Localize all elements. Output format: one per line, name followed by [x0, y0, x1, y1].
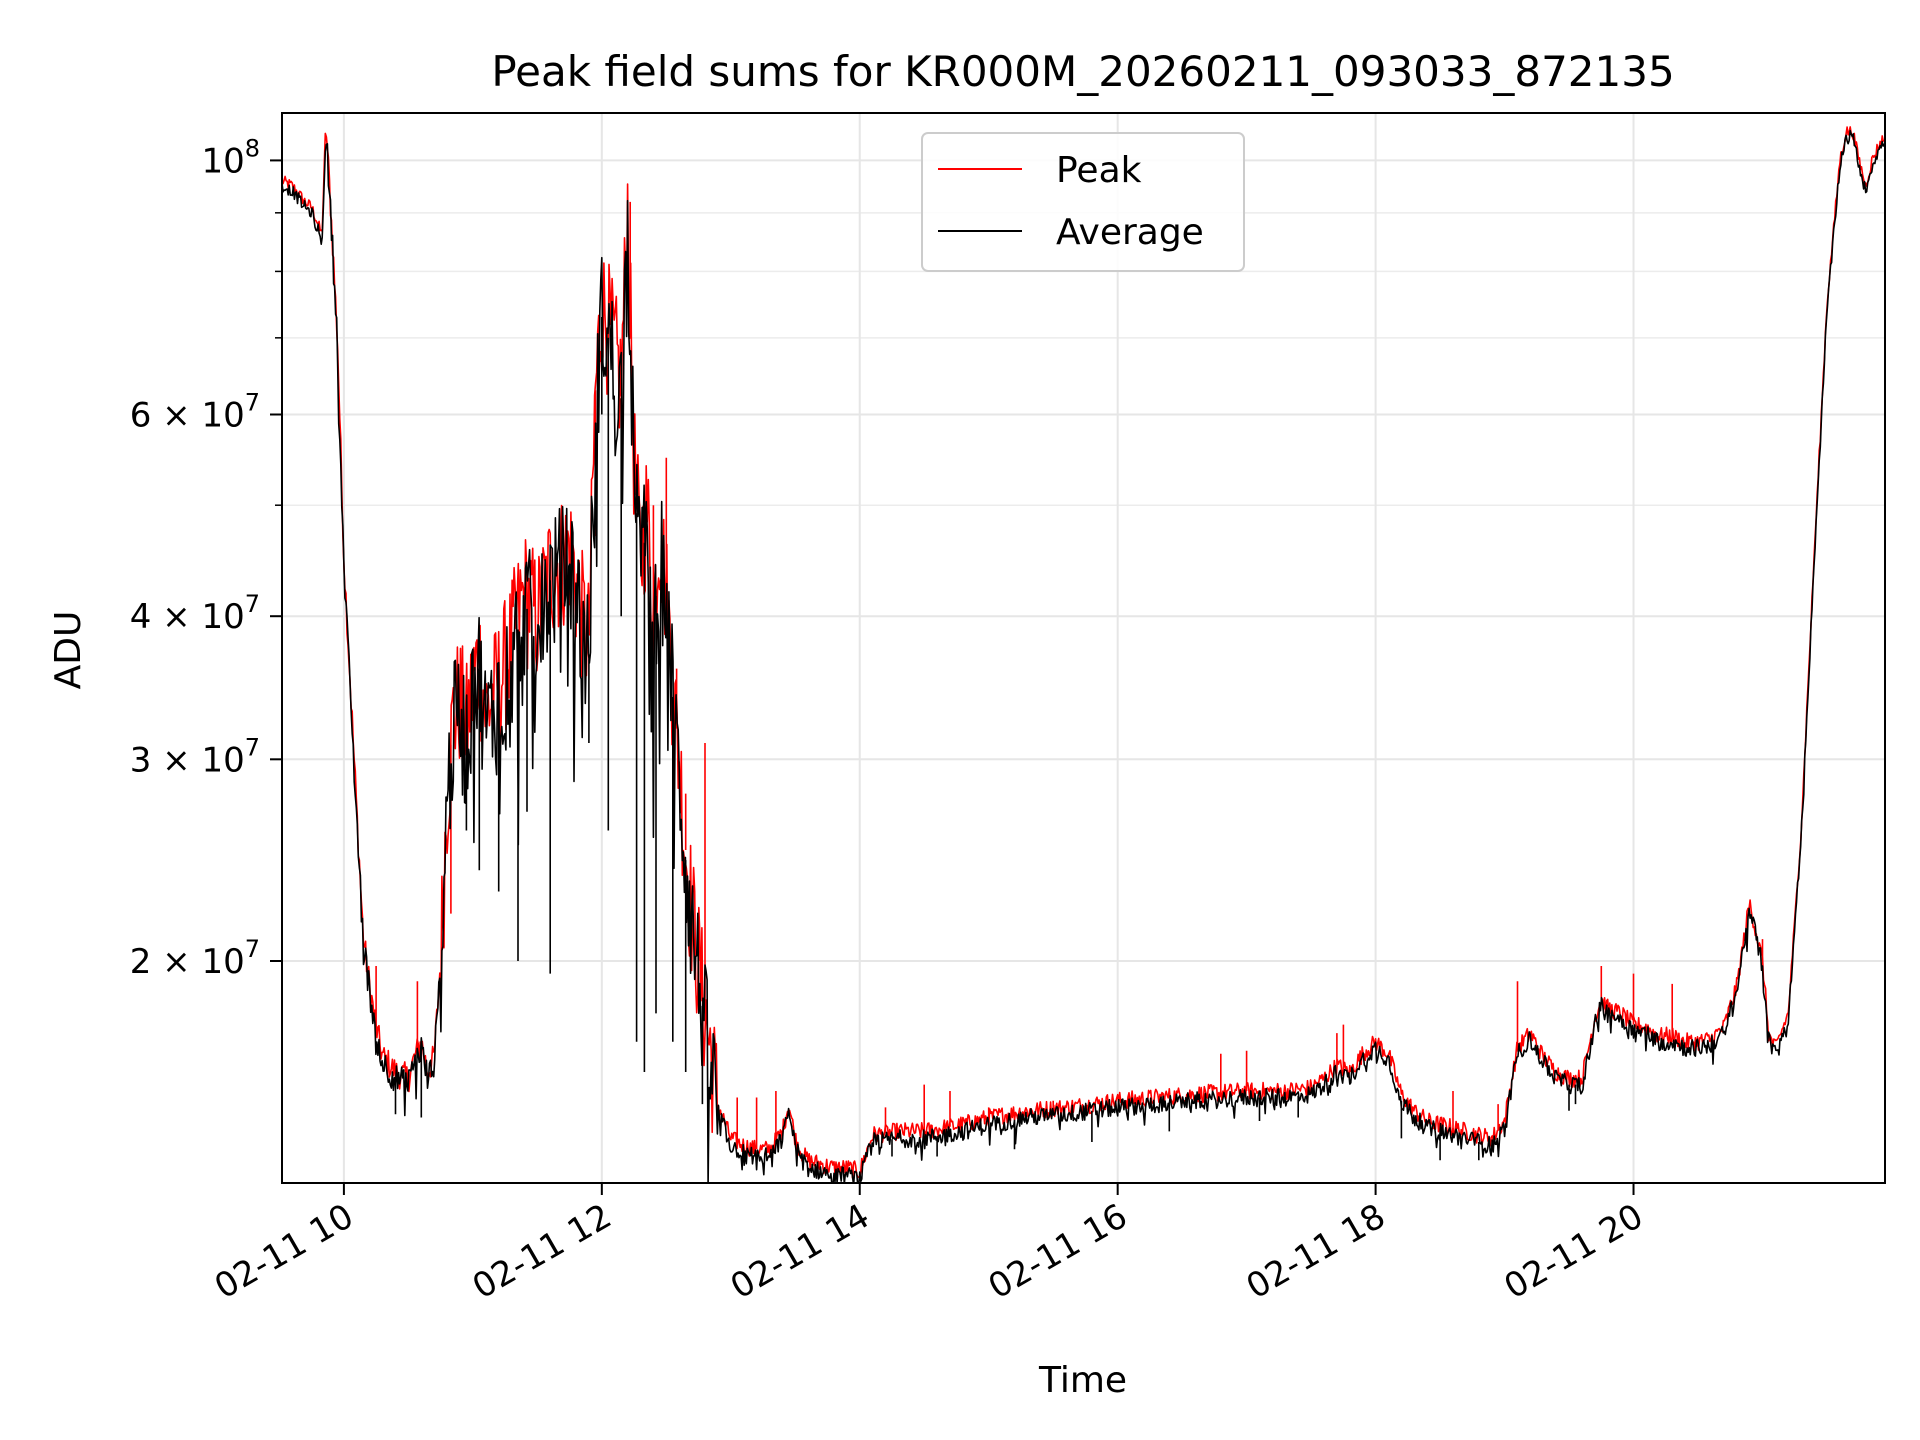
y-axis-label: ADU [48, 611, 89, 690]
y-tick-label: 4 × 107 [130, 590, 260, 637]
axes-frame [281, 112, 1886, 1184]
y-ticks: 2 × 107 3 × 107 4 × 107 6 × 107 108 [130, 134, 282, 982]
legend: Peak Average [921, 132, 1245, 272]
chart-title: Peak field sums for KR000M_20260211_0930… [491, 47, 1674, 96]
plot-area [282, 126, 1885, 1183]
legend-box [921, 132, 1245, 272]
y-tick-label: 2 × 107 [130, 935, 260, 982]
y-tick-label: 3 × 107 [130, 733, 260, 780]
series-line-average [282, 129, 1885, 1183]
legend-label-average: Average [1056, 212, 1204, 253]
legend-label-peak: Peak [1056, 150, 1142, 191]
y-tick-label: 108 [201, 134, 260, 181]
x-axis-label: Time [1038, 1360, 1127, 1401]
y-tick-label: 6 × 107 [130, 389, 260, 436]
